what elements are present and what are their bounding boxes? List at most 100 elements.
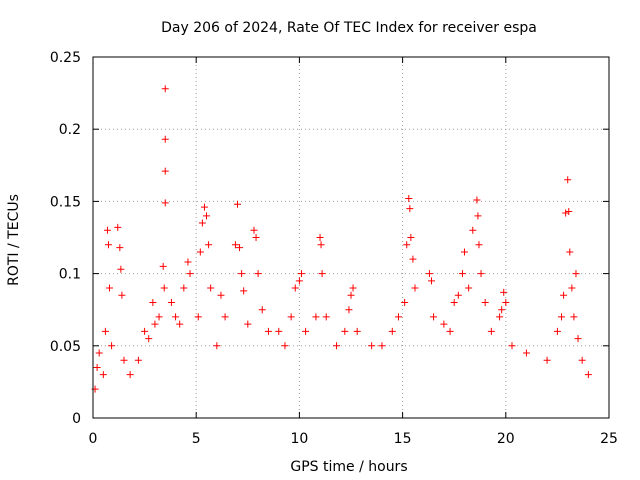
data-point [446,327,454,335]
data-point [221,313,229,321]
data-point [475,241,483,249]
data-point [481,298,489,306]
y-tick-label: 0.25 [50,50,81,66]
y-axis-label: ROTI / TECUs [6,194,22,286]
data-point [565,208,573,216]
data-point [240,287,248,295]
data-point [469,226,477,234]
data-point [101,327,109,335]
data-point [560,291,568,299]
data-point [207,284,215,292]
data-point [473,196,481,204]
data-point [103,226,111,234]
data-point [160,284,168,292]
data-point [120,356,128,364]
data-point [231,241,239,249]
x-tick-label: 20 [497,431,515,447]
data-point [349,284,357,292]
data-point [302,327,310,335]
data-point [566,248,574,256]
data-point [291,284,299,292]
data-point [403,241,411,249]
data-point [405,195,413,203]
chart-title: Day 206 of 2024, Rate Of TEC Index for r… [161,20,537,36]
data-point [502,298,510,306]
data-point [275,327,283,335]
y-tick-label: 0.2 [59,122,81,138]
y-tick-label: 0.15 [50,194,81,210]
data-point [317,241,325,249]
data-point [318,270,326,278]
data-point [474,212,482,220]
data-point [134,356,142,364]
data-point [430,313,438,321]
data-point [347,291,355,299]
x-tick-label: 10 [290,431,308,447]
data-point [584,371,592,379]
axis-ticks: 0 5 10 15 20 25 0 0.05 0.1 0.15 0.2 0.25 [50,50,618,447]
data-point [574,335,582,343]
data-point [572,270,580,278]
data-point [322,313,330,321]
data-point [200,203,208,211]
data-point [203,212,211,220]
y-tick-label: 0.05 [50,339,81,355]
data-point [167,298,175,306]
x-tick-label: 15 [394,431,412,447]
data-point [477,270,485,278]
data-point [368,342,376,350]
data-point [250,226,258,234]
data-point [233,200,241,208]
data-point [394,313,402,321]
data-point [258,306,266,314]
data-point [295,277,303,285]
data-point [508,342,516,350]
data-point [145,335,153,343]
data-point [217,291,225,299]
data-point [117,265,125,273]
data-point [196,248,204,256]
data-point [461,248,469,256]
data-point [161,199,169,207]
data-point [553,327,561,335]
data-point [353,327,361,335]
data-point [161,85,169,93]
data-point [95,349,103,357]
data-point [99,371,107,379]
data-point [252,234,260,241]
data-point [281,342,289,350]
data-point [184,258,192,266]
data-point [205,241,213,249]
data-point [238,270,246,278]
data-point [543,356,551,364]
data-point [116,244,124,252]
x-tick-label: 25 [600,431,618,447]
data-point [106,284,114,292]
data-point [176,320,184,328]
data-point [213,342,221,350]
data-point [161,167,169,175]
data-point [333,342,341,350]
data-point [558,313,566,321]
data-point [236,244,244,252]
data-point [155,313,163,321]
x-tick-label: 0 [89,431,98,447]
data-point [522,349,530,357]
data-point [568,284,576,292]
data-point [151,320,159,328]
data-point [114,223,122,231]
data-point [186,270,194,278]
y-tick-label: 0.1 [59,267,81,283]
y-tick-label: 0 [72,411,81,427]
data-point [562,209,570,217]
data-point [287,313,295,321]
data-point [409,255,417,263]
data-points [91,85,592,393]
data-point [254,270,262,278]
data-point [118,291,126,299]
data-point [244,320,252,328]
data-point [172,313,180,321]
data-point [104,241,112,249]
data-point [454,291,462,299]
